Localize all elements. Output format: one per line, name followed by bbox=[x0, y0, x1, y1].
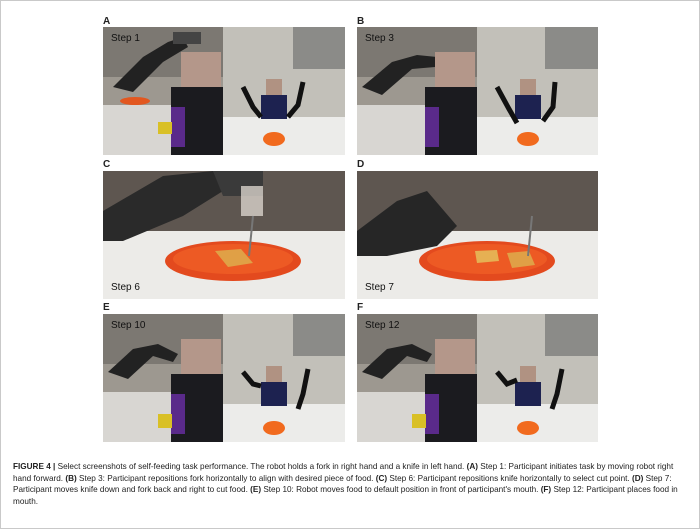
caption-intro: Select screenshots of self-feeding task … bbox=[55, 462, 467, 471]
panel-c-step-label: Step 6 bbox=[111, 282, 140, 293]
caption-a-text: Step 1: Participant initiates task by mo… bbox=[13, 462, 674, 483]
caption-b-label: (B) bbox=[65, 473, 77, 483]
panel-c-photo: Step 6 bbox=[103, 171, 345, 299]
caption-f-label: (F) bbox=[540, 485, 552, 495]
panel-d-photo: Step 7 bbox=[357, 171, 598, 299]
panel-letter-b: B bbox=[357, 16, 365, 27]
figure-label: FIGURE 4 | bbox=[13, 462, 56, 471]
panel-d-step-label: Step 7 bbox=[365, 282, 394, 293]
caption-d-text: Step 7: Participant moves knife down and… bbox=[13, 473, 672, 495]
panel-letter-d: D bbox=[357, 159, 365, 170]
panel-a-step-label: Step 1 bbox=[111, 33, 140, 44]
panel-e-step-label: Step 10 bbox=[111, 320, 146, 331]
figure-caption: FIGURE 4 | Select screenshots of self-fe… bbox=[13, 461, 689, 507]
panel-f-photo: Step 12 bbox=[357, 314, 598, 442]
panel-letter-c: C bbox=[103, 159, 111, 170]
panel-f-step-label: Step 12 bbox=[365, 320, 400, 331]
caption-c-label: (C) bbox=[375, 473, 388, 483]
caption-e-text: Step 10: Robot moves food to default pos… bbox=[261, 485, 541, 495]
panel-a-photo: Step 1 bbox=[103, 27, 345, 155]
panel-letter-f: F bbox=[357, 302, 364, 313]
panel-b-step-label: Step 3 bbox=[365, 33, 394, 44]
caption-f-text: Step 12: Participant places food in mout… bbox=[13, 485, 678, 506]
caption-d-label: (D) bbox=[631, 473, 644, 483]
caption-b-text: Step 3: Participant repositions fork hor… bbox=[76, 473, 376, 483]
panel-letter-a: A bbox=[103, 16, 111, 27]
panel-b-photo: Step 3 bbox=[357, 27, 598, 155]
panel-letter-e: E bbox=[103, 302, 110, 313]
caption-c-text: Step 6: Participant repositions knife ho… bbox=[387, 473, 632, 483]
panel-e-photo: Step 10 bbox=[103, 314, 345, 442]
caption-a-label: (A) bbox=[466, 462, 478, 471]
caption-e-label: (E) bbox=[250, 485, 262, 495]
